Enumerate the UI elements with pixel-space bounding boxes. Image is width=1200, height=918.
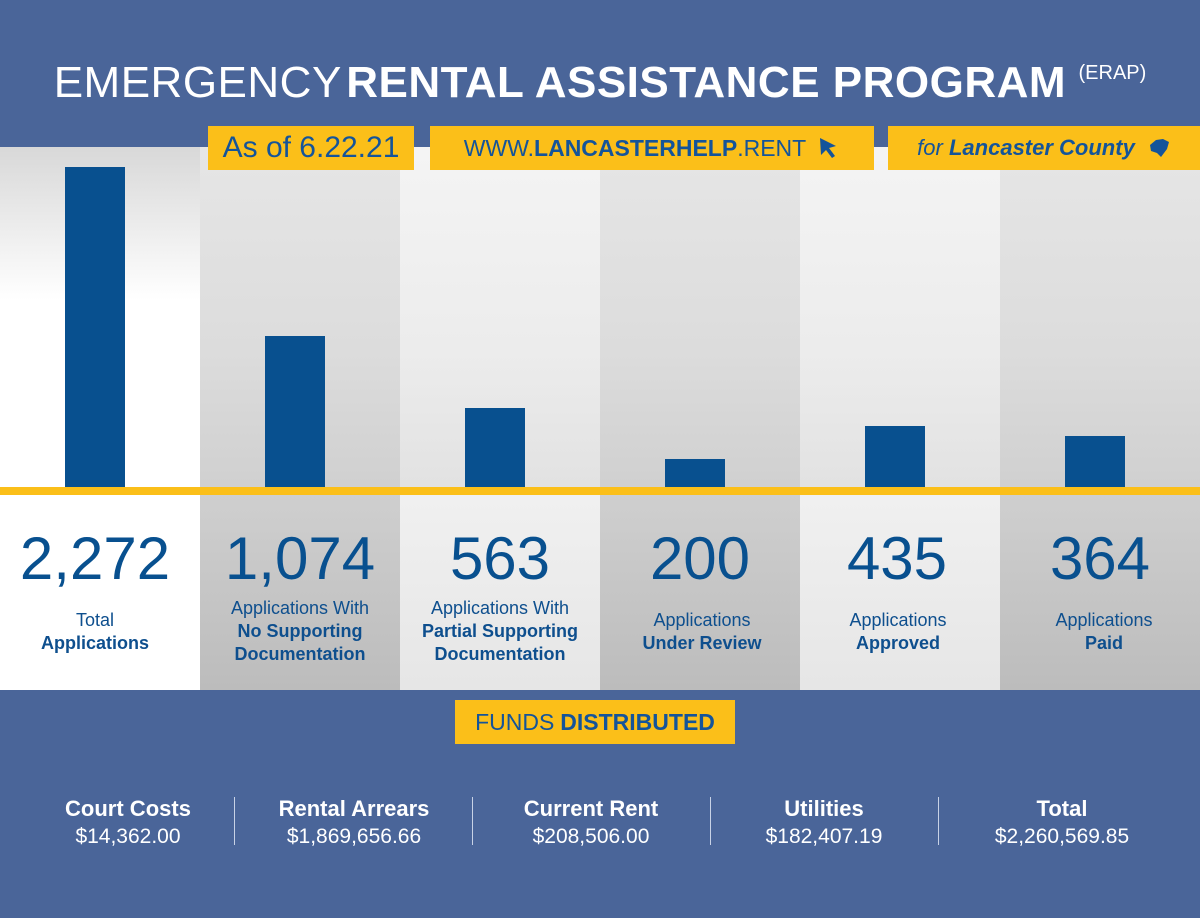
column-under-review [600, 147, 800, 690]
stat-label: Total [1036, 796, 1088, 821]
stat-divider [234, 797, 235, 845]
url-domain: LANCASTERHELP [534, 134, 738, 161]
value-label-paid: 364 [1049, 525, 1151, 592]
category-label-under-review: Applications Under Review [602, 609, 802, 655]
stat-total: Total $2,260,569.85 [972, 795, 1152, 851]
bar-paid [1065, 436, 1125, 487]
lancaster-county-map-icon [1147, 136, 1171, 160]
chart-panel: 2,272 1,074 563 200 435 364 Total Applic… [0, 147, 1200, 690]
category-label-partial-docs: Applications With Partial Supporting Doc… [400, 597, 600, 666]
date-text: As of 6.22.21 [222, 131, 400, 164]
stat-value: $182,407.19 [765, 825, 883, 848]
value-label-partial-docs: 563 [449, 525, 551, 592]
category-label-normal: Applications With [430, 598, 570, 618]
bar-under-review [665, 459, 725, 487]
url-prefix: WWW. [463, 134, 535, 161]
value-label-under-review: 200 [649, 525, 751, 592]
category-label-normal: Applications [849, 610, 947, 630]
category-label-bold: No Supporting [237, 621, 363, 641]
stat-divider [938, 797, 939, 845]
stat-value: $2,260,569.85 [994, 825, 1130, 848]
category-label-bold: Documentation [234, 644, 366, 664]
date-banner: As of 6.22.21 [208, 126, 414, 170]
title-abbr: (ERAP) [1078, 62, 1147, 84]
bar-approved [865, 426, 925, 487]
category-label-bold: Approved [855, 633, 940, 653]
funds-title-bold: DISTRIBUTED [560, 708, 715, 735]
stat-value: $1,869,656.66 [286, 825, 422, 848]
stat-utilities: Utilities $182,407.19 [744, 795, 904, 851]
funds-distributed-heading: FUNDS DISTRIBUTED [455, 700, 735, 744]
value-label-approved: 435 [846, 525, 948, 592]
category-label-normal: Applications With [230, 598, 370, 618]
stat-rental-arrears: Rental Arrears $1,869,656.66 [254, 795, 454, 851]
stat-label: Rental Arrears [278, 796, 430, 821]
column-approved [800, 147, 1000, 690]
title-light: EMERGENCY [53, 58, 342, 107]
county-name: Lancaster County [948, 135, 1135, 160]
category-label-normal: Applications [653, 610, 751, 630]
bar-total-applications [65, 167, 125, 487]
url-suffix: .RENT [737, 134, 807, 161]
value-label-no-docs: 1,074 [224, 525, 376, 592]
category-label-no-docs: Applications With No Supporting Document… [200, 597, 400, 666]
category-label-bold: Under Review [642, 633, 762, 653]
stat-divider [710, 797, 711, 845]
page-title: EMERGENCY RENTAL ASSISTANCE PROGRAM (ERA… [0, 58, 1200, 108]
stat-value: $208,506.00 [532, 825, 650, 848]
stat-current-rent: Current Rent $208,506.00 [500, 795, 682, 851]
stat-divider [472, 797, 473, 845]
bar-no-supporting-docs [265, 336, 325, 487]
county-prefix: for [917, 135, 943, 160]
title-bold: RENTAL ASSISTANCE PROGRAM [346, 58, 1067, 107]
value-label-total: 2,272 [19, 525, 171, 592]
bar-partial-supporting-docs [465, 408, 525, 487]
cursor-arrow-icon [818, 136, 840, 160]
funds-title-normal: FUNDS [475, 708, 555, 735]
category-label-bold: Applications [40, 633, 149, 653]
website-banner[interactable]: WWW. LANCASTERHELP .RENT [430, 126, 874, 170]
category-label-paid: Applications Paid [1004, 609, 1200, 655]
category-label-total: Total Applications [0, 609, 195, 655]
category-label-approved: Applications Approved [798, 609, 998, 655]
category-label-normal: Total [75, 610, 115, 630]
stat-label: Utilities [784, 796, 864, 821]
stat-value: $14,362.00 [75, 825, 181, 848]
category-label-bold: Paid [1084, 633, 1123, 653]
county-banner: for Lancaster County [888, 126, 1200, 170]
chart-baseline [0, 487, 1200, 495]
category-label-bold: Partial Supporting [421, 621, 578, 641]
column-paid [1000, 147, 1200, 690]
category-label-bold: Documentation [434, 644, 566, 664]
stat-court-costs: Court Costs $14,362.00 [48, 795, 208, 851]
category-label-normal: Applications [1055, 610, 1153, 630]
stat-label: Current Rent [523, 796, 659, 821]
stat-label: Court Costs [65, 796, 191, 821]
